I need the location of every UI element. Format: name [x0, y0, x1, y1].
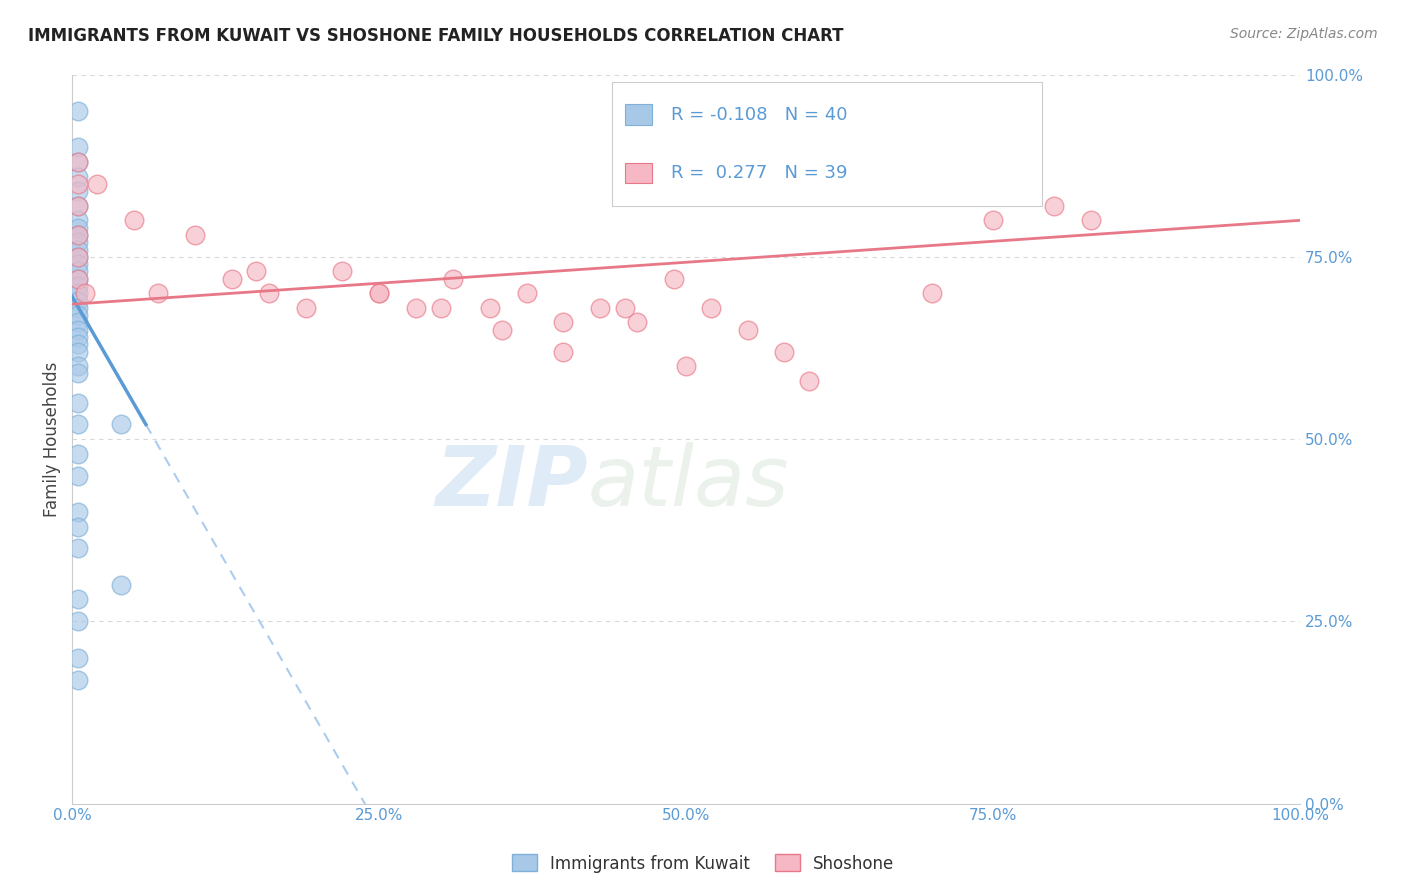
Point [67, 213, 90, 227]
Legend: Immigrants from Kuwait, Shoshone: Immigrants from Kuwait, Shoshone [505, 847, 901, 880]
Point [67, 468, 90, 483]
Point [67, 417, 90, 432]
Point [675, 359, 697, 373]
Point [67, 227, 90, 242]
Point [330, 264, 353, 278]
Point [257, 286, 280, 301]
Bar [624, 104, 652, 125]
Bar [624, 162, 652, 183]
Point [699, 301, 721, 315]
Point [1043, 199, 1066, 213]
Point [110, 578, 132, 592]
Text: Source: ZipAtlas.com: Source: ZipAtlas.com [1230, 27, 1378, 41]
Point [67, 592, 90, 607]
Point [67, 337, 90, 351]
Point [491, 323, 513, 337]
Point [67, 505, 90, 519]
Point [67, 184, 90, 198]
Point [184, 227, 207, 242]
Y-axis label: Family Households: Family Households [44, 361, 60, 516]
Point [67, 271, 90, 285]
Point [737, 323, 759, 337]
Point [67, 250, 90, 264]
Point [67, 301, 90, 315]
Point [589, 301, 612, 315]
Point [67, 177, 90, 191]
Point [67, 308, 90, 322]
Point [67, 250, 90, 264]
Text: IMMIGRANTS FROM KUWAIT VS SHOSHONE FAMILY HOUSEHOLDS CORRELATION CHART: IMMIGRANTS FROM KUWAIT VS SHOSHONE FAMIL… [28, 27, 844, 45]
Point [67, 395, 90, 409]
Point [67, 140, 90, 154]
Point [478, 301, 501, 315]
Point [110, 417, 132, 432]
Point [405, 301, 427, 315]
FancyBboxPatch shape [613, 82, 1042, 206]
Point [67, 103, 90, 118]
Point [67, 541, 90, 556]
Point [86, 177, 108, 191]
Text: ZIP: ZIP [436, 442, 588, 524]
Point [515, 286, 537, 301]
Point [67, 235, 90, 250]
Point [662, 271, 685, 285]
Point [67, 519, 90, 533]
Point [626, 315, 648, 329]
Point [429, 301, 451, 315]
Point [67, 243, 90, 257]
Point [67, 330, 90, 344]
Point [921, 286, 943, 301]
Point [73, 286, 96, 301]
Point [67, 155, 90, 169]
Point [67, 286, 90, 301]
Point [67, 169, 90, 184]
Text: R =  0.277   N = 39: R = 0.277 N = 39 [671, 164, 848, 182]
Point [613, 301, 636, 315]
Point [67, 264, 90, 278]
Point [294, 301, 316, 315]
Point [797, 374, 820, 388]
Point [67, 367, 90, 381]
Point [67, 155, 90, 169]
Text: R = -0.108   N = 40: R = -0.108 N = 40 [671, 105, 848, 124]
Point [67, 315, 90, 329]
Point [67, 650, 90, 665]
Point [1080, 213, 1102, 227]
Point [368, 286, 391, 301]
Point [773, 344, 796, 359]
Point [67, 257, 90, 271]
Point [67, 271, 90, 285]
Point [67, 293, 90, 308]
Text: atlas: atlas [588, 442, 790, 524]
Point [67, 279, 90, 293]
Point [67, 615, 90, 629]
Point [67, 199, 90, 213]
Point [368, 286, 391, 301]
Point [67, 359, 90, 373]
Point [67, 199, 90, 213]
Point [67, 673, 90, 687]
Point [67, 323, 90, 337]
Point [981, 213, 1004, 227]
Point [67, 447, 90, 461]
Point [67, 227, 90, 242]
Point [67, 220, 90, 235]
Point [553, 315, 575, 329]
Point [245, 264, 267, 278]
Point [122, 213, 145, 227]
Point [441, 271, 464, 285]
Point [221, 271, 243, 285]
Point [148, 286, 170, 301]
Point [67, 344, 90, 359]
Point [553, 344, 575, 359]
